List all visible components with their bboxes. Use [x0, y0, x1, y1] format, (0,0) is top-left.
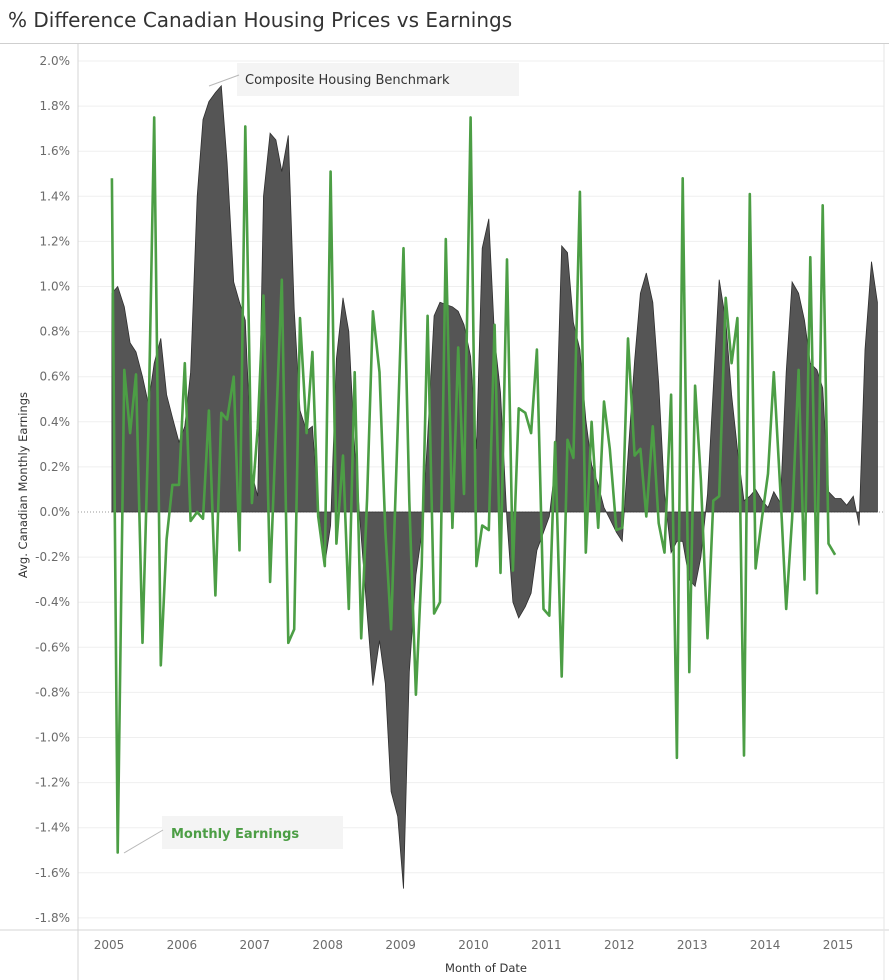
y-axis-title: Avg. Canadian Monthly Earnings: [16, 392, 30, 578]
x-tick-label: 2009: [385, 938, 416, 952]
housing-area-path: [111, 84, 878, 889]
annotation-box-earnings: [162, 816, 343, 849]
y-tick-label: -0.6%: [35, 640, 70, 654]
y-tick-label: -1.8%: [35, 911, 70, 925]
annotation-earnings: Monthly Earnings: [171, 827, 299, 842]
y-tick-label: 1.6%: [40, 144, 71, 158]
x-tick-label: 2007: [240, 938, 271, 952]
x-tick-label: 2005: [94, 938, 125, 952]
x-tick-label: 2011: [531, 938, 562, 952]
x-tick-label: 2013: [677, 938, 708, 952]
y-tick-label: 0.4%: [40, 415, 71, 429]
y-tick-label: 1.8%: [40, 99, 71, 113]
y-tick-label: -1.2%: [35, 776, 70, 790]
y-tick-label: 0.2%: [40, 460, 71, 474]
annotations: Composite Housing Benchmark Monthly Earni…: [123, 63, 519, 854]
y-tick-label: -0.2%: [35, 550, 70, 564]
y-tick-label: 0.8%: [40, 325, 71, 339]
annotation-leader-earnings: [123, 829, 164, 854]
x-axis-title: Month of Date: [445, 961, 527, 975]
annotation-housing: Composite Housing Benchmark: [245, 73, 450, 88]
x-tick-label: 2012: [604, 938, 635, 952]
earnings-line-series: [110, 116, 837, 854]
chart-title: % Difference Canadian Housing Prices vs …: [8, 8, 513, 32]
y-tick-label: -1.6%: [35, 866, 70, 880]
y-tick-label: 2.0%: [40, 54, 71, 68]
y-tick-label: 0.0%: [40, 505, 71, 519]
x-tick-label: 2014: [750, 938, 781, 952]
y-tick-label: -0.8%: [35, 685, 70, 699]
y-tick-label: 1.4%: [40, 189, 71, 203]
y-tick-label: 1.0%: [40, 280, 71, 294]
y-tick-label: -1.0%: [35, 731, 70, 745]
axes: 2.0% 1.8% 1.6% 1.4% 1.2% 1.0% 0.8% 0.6% 0.4% 0.2%…: [0, 44, 889, 980]
title-divider: [0, 43, 889, 44]
y-tick-label: 1.2%: [40, 234, 71, 248]
x-tick-label: 2006: [167, 938, 198, 952]
housing-area-series: [111, 84, 878, 889]
y-tick-label: -0.4%: [35, 595, 70, 609]
x-tick-label: 2010: [458, 938, 489, 952]
y-tick-label: -1.4%: [35, 821, 70, 835]
annotation-box-housing: [237, 63, 519, 96]
x-tick-label: 2008: [312, 938, 343, 952]
x-tick-label: 2015: [823, 938, 854, 952]
y-tick-label: 0.6%: [40, 370, 71, 384]
annotation-leader-housing: [208, 74, 240, 87]
earnings-line-path: [110, 116, 837, 854]
